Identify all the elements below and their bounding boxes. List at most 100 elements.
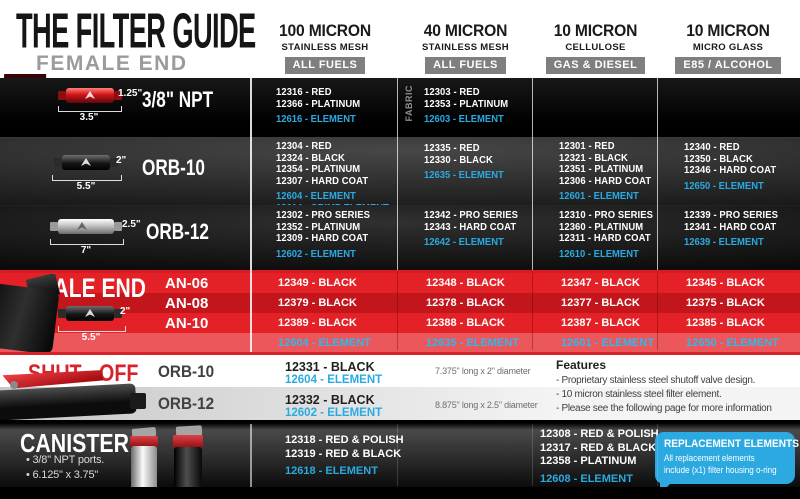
part-number: 12330 - BLACK bbox=[424, 153, 493, 166]
black-filter-thumb bbox=[54, 155, 118, 170]
element-number: 12603 - ELEMENT bbox=[424, 113, 504, 125]
part-number: 12375 - BLACK bbox=[686, 297, 765, 309]
part-number: 12311 - HARD COAT bbox=[559, 232, 651, 244]
part-number: 12340 - RED bbox=[684, 141, 740, 153]
part-number: 12303 - RED bbox=[424, 86, 480, 98]
canister-table: CANISTER • 3/8" NPT ports. • 6.125" x 3.… bbox=[0, 420, 800, 499]
canister-section-label: CANISTER bbox=[20, 428, 129, 458]
callout-text: All replacement elements bbox=[664, 453, 755, 464]
part-number: 12331 - BLACK bbox=[285, 360, 375, 374]
callout-title: REPLACEMENT ELEMENTS bbox=[664, 438, 799, 450]
row-label: ORB-10 bbox=[158, 362, 215, 381]
canister-body-graphic bbox=[131, 446, 157, 492]
fuel-badge: ALL FUELS bbox=[425, 57, 506, 74]
row-label: ORB-10 bbox=[142, 155, 205, 180]
cell-npt-40micron: FABRIC 12303 - RED 12353 - PLATINUM 1260… bbox=[398, 78, 533, 137]
cell-orb12-100micron: 12302 - PRO SERIES 12352 - PLATINUM 1230… bbox=[250, 206, 398, 271]
cell-orb10-40micron: 12335 - RED 12330 - BLACK 12635 - ELEMEN… bbox=[398, 138, 533, 214]
column-header-40-micron: 40 MICRON STAINLESS MESH ALL FUELS bbox=[398, 21, 533, 74]
row-label-zone: 1.25" 3.5" 3/8" NPT bbox=[0, 78, 250, 137]
aeromotive-logo-icon bbox=[77, 222, 87, 230]
part-number: 12343 - HARD COAT bbox=[424, 220, 517, 233]
aeromotive-logo-icon bbox=[85, 309, 95, 317]
part-number: 12341 - HARD COAT bbox=[684, 220, 777, 233]
cell-canister-10micron-cellulose: 12308 - RED & POLISH 12317 - RED & BLACK… bbox=[540, 428, 659, 485]
part-number: 12389 - BLACK bbox=[278, 317, 357, 329]
male-row-an08: AN-08 12379 - BLACK 12378 - BLACK 12377 … bbox=[0, 293, 800, 313]
callout-text: include (x1) filter housing o-ring bbox=[664, 465, 777, 476]
black-canister-photo bbox=[172, 424, 216, 499]
fitting-body-graphic bbox=[0, 281, 60, 352]
cell-orb12-10micron-cellulose: 12310 - PRO SERIES 12360 - PLATINUM 1231… bbox=[533, 206, 658, 271]
female-end-section-label: FEMALE END bbox=[36, 52, 188, 75]
black-filter-thumb bbox=[58, 306, 122, 321]
part-number: 12346 - HARD COAT bbox=[684, 164, 777, 176]
valve-body-graphic bbox=[0, 383, 137, 420]
element-number: 12601 - ELEMENT bbox=[559, 190, 639, 202]
column-header-10-micron-cellulose: 10 MICRON CELLULOSE GAS & DIESEL bbox=[533, 21, 658, 74]
row-label: AN-06 bbox=[165, 274, 209, 292]
element-number: 12602 - ELEMENT bbox=[285, 407, 383, 419]
feature-item: - Proprietary stainless steel shutoff va… bbox=[556, 375, 756, 386]
page-title: THE FILTER GUIDE bbox=[16, 4, 403, 59]
element-number: 12601 - ELEMENT bbox=[561, 336, 654, 349]
fabric-note: FABRIC bbox=[404, 85, 414, 122]
part-number: 12351 - PLATINUM bbox=[559, 163, 644, 175]
feature-item: - Please see the following page for more… bbox=[556, 403, 772, 414]
features-block: Features - Proprietary stainless steel s… bbox=[556, 358, 772, 416]
row-label: ORB-12 bbox=[146, 219, 209, 244]
fuel-badge: ALL FUELS bbox=[284, 57, 366, 74]
element-number: 12604 - ELEMENT bbox=[276, 190, 356, 202]
height-dimension: 2" bbox=[116, 155, 127, 166]
column-divider bbox=[657, 424, 658, 486]
cell-npt-100micron: 12316 - RED 12366 - PLATINUM 12616 - ELE… bbox=[250, 78, 398, 137]
media-type: MICRO GLASS bbox=[692, 42, 764, 53]
part-number: 12335 - RED bbox=[424, 142, 480, 154]
element-number: 12635 - ELEMENT bbox=[424, 169, 504, 181]
part-number: 12349 - BLACK bbox=[278, 277, 357, 289]
part-number: 12332 - BLACK bbox=[285, 393, 375, 407]
width-bracket bbox=[58, 106, 122, 112]
cell-orb12-10micron-glass: 12339 - PRO SERIES 12341 - HARD COAT 126… bbox=[658, 206, 800, 271]
part-number: 12342 - PRO SERIES bbox=[424, 209, 519, 221]
part-number: 12306 - HARD COAT bbox=[559, 174, 652, 187]
cell-npt-10micron-glass-empty bbox=[658, 78, 800, 137]
shut-off-valve-photo bbox=[0, 363, 152, 420]
row-label: AN-08 bbox=[165, 294, 209, 312]
micron-rating: 10 MICRON bbox=[686, 21, 770, 40]
column-divider bbox=[397, 424, 398, 486]
part-number: 12348 - BLACK bbox=[426, 277, 505, 289]
part-number: 12345 - BLACK bbox=[686, 277, 765, 289]
width-bracket bbox=[52, 175, 122, 181]
part-number: 12347 - BLACK bbox=[561, 277, 640, 289]
element-number: 12650 - ELEMENT bbox=[686, 336, 779, 349]
part-number: 12379 - BLACK bbox=[278, 297, 357, 309]
replacement-elements-callout: REPLACEMENT ELEMENTS All replacement ele… bbox=[655, 432, 799, 494]
dimension-note: 8.875" long x 2.5" diameter bbox=[435, 400, 538, 410]
part-number: 12309 - HARD COAT bbox=[276, 232, 369, 244]
height-dimension: 2.5" bbox=[122, 219, 141, 230]
row-label: 3/8" NPT bbox=[142, 87, 214, 112]
part-number: 12352 - PLATINUM bbox=[276, 220, 361, 233]
part-number: 12358 - PLATINUM bbox=[540, 455, 637, 467]
column-divider bbox=[397, 273, 398, 350]
canister-body-graphic bbox=[174, 447, 202, 497]
silver-canister-photo bbox=[128, 426, 168, 498]
part-number: 12302 - PRO SERIES bbox=[276, 209, 371, 221]
column-header-100-micron: 100 MICRON STAINLESS MESH ALL FUELS bbox=[252, 21, 398, 74]
part-number: 12350 - BLACK bbox=[684, 152, 753, 165]
fuel-badge: E85 / ALCOHOL bbox=[675, 57, 781, 74]
silver-filter-thumb bbox=[50, 219, 122, 234]
media-type: CELLULOSE bbox=[565, 42, 626, 53]
part-number: 12321 - BLACK bbox=[559, 151, 628, 164]
height-dimension: 1.25" bbox=[118, 88, 143, 99]
width-dimension: 5.5" bbox=[76, 181, 96, 192]
row-label: AN-10 bbox=[165, 314, 209, 332]
element-number: 12639 - ELEMENT bbox=[684, 236, 764, 248]
element-number: 12616 - ELEMENT bbox=[276, 113, 356, 125]
part-number: 12317 - RED & BLACK bbox=[540, 441, 657, 454]
part-number: 12366 - PLATINUM bbox=[276, 97, 361, 110]
element-number: 12618 - ELEMENT bbox=[285, 465, 378, 477]
element-number: 12610 - ELEMENT bbox=[559, 247, 639, 260]
part-number: 12308 - RED & POLISH bbox=[540, 428, 659, 440]
